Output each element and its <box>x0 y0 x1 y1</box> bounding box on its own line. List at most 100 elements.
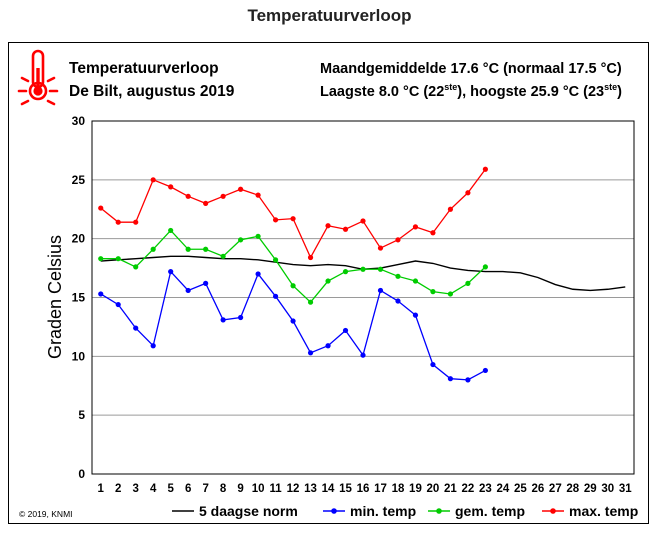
x-tick-label: 12 <box>287 483 300 495</box>
point-max <box>115 219 121 225</box>
point-min <box>482 367 488 374</box>
point-min <box>377 287 384 294</box>
point-avg <box>115 256 121 262</box>
x-tick-label: 31 <box>619 483 632 495</box>
point-min <box>203 280 209 286</box>
point-avg <box>360 266 366 272</box>
legend: 5 daagse norm min. temp gem. temp max. temp <box>172 503 638 519</box>
y-tick-label: 5 <box>78 408 85 422</box>
legend-label-min: min. temp <box>350 503 416 519</box>
x-tick-label: 27 <box>549 483 562 495</box>
point-max <box>255 192 261 198</box>
point-avg <box>325 278 331 284</box>
series-group <box>98 166 626 383</box>
x-tick-label: 26 <box>531 483 544 495</box>
y-tick-label: 15 <box>72 291 86 305</box>
x-tick-label: 15 <box>339 483 352 495</box>
point-max <box>238 186 244 192</box>
point-min <box>395 298 401 304</box>
chart-title: Temperatuurverloop <box>69 60 219 77</box>
point-min <box>238 314 244 321</box>
point-avg <box>255 233 261 239</box>
x-tick-label: 25 <box>514 483 527 495</box>
point-avg <box>185 246 191 252</box>
series-line-norm <box>100 255 626 292</box>
x-tick-label: 21 <box>444 483 457 495</box>
point-max <box>395 237 401 243</box>
y-axis-ticks: 0 5 10 15 20 25 30 <box>72 114 86 481</box>
point-avg <box>203 246 209 252</box>
y-tick-label: 20 <box>72 232 86 246</box>
point-avg <box>447 291 454 297</box>
point-avg <box>342 269 349 275</box>
x-tick-label: 19 <box>409 483 422 495</box>
point-min <box>98 291 104 297</box>
point-max <box>220 193 226 199</box>
point-min <box>150 343 156 349</box>
y-tick-label: 25 <box>72 173 86 187</box>
point-max <box>185 193 191 199</box>
point-avg <box>482 264 488 270</box>
point-max <box>150 177 156 183</box>
point-avg <box>307 299 314 305</box>
legend-marker-min <box>331 508 337 514</box>
point-avg <box>133 264 139 270</box>
x-tick-label: 22 <box>462 483 475 495</box>
point-max <box>465 190 471 196</box>
x-tick-label: 3 <box>133 483 139 495</box>
x-tick-label: 28 <box>566 483 579 495</box>
x-tick-label: 7 <box>202 483 208 495</box>
point-avg <box>412 278 419 284</box>
extremes: Laagste 8.0 °C (22ste), hoogste 25.9 °C … <box>320 82 622 100</box>
x-tick-label: 6 <box>185 483 191 495</box>
monthly-average: Maandgemiddelde 17.6 °C (normaal 17.5 °C… <box>320 61 622 77</box>
gridlines <box>92 179 634 416</box>
point-avg <box>238 237 244 243</box>
x-tick-label: 1 <box>98 483 105 495</box>
x-tick-label: 2 <box>115 483 121 495</box>
point-max <box>133 219 139 225</box>
legend-label-max: max. temp <box>569 503 638 519</box>
x-tick-label: 8 <box>220 483 227 495</box>
legend-marker-avg <box>436 508 442 514</box>
point-max <box>447 206 454 212</box>
x-tick-label: 30 <box>601 483 614 495</box>
x-tick-label: 18 <box>392 483 405 495</box>
point-avg <box>272 257 279 263</box>
point-avg <box>430 289 436 295</box>
series-line-avg <box>100 229 486 304</box>
point-min <box>412 312 419 318</box>
point-min <box>272 293 279 299</box>
point-min <box>115 301 121 308</box>
x-tick-label: 5 <box>167 483 174 495</box>
point-max <box>325 223 331 229</box>
point-max <box>307 254 314 261</box>
point-min <box>255 271 261 277</box>
x-tick-label: 24 <box>496 483 509 495</box>
legend-marker-max <box>550 508 556 514</box>
point-min <box>290 318 296 324</box>
point-max <box>203 200 209 206</box>
point-avg <box>220 253 226 259</box>
x-tick-label: 17 <box>374 483 387 495</box>
point-min <box>360 352 366 358</box>
point-avg <box>465 280 471 286</box>
copyright: © 2019, KNMI <box>19 509 73 519</box>
point-min <box>168 269 174 275</box>
point-min <box>185 287 191 294</box>
point-max <box>272 217 279 223</box>
point-avg <box>395 273 401 279</box>
point-max <box>482 166 488 172</box>
y-tick-label: 10 <box>72 349 86 363</box>
point-max <box>377 245 384 251</box>
y-tick-label: 0 <box>78 467 85 481</box>
chart-panel: Temperatuurverloop De Bilt, augustus 201… <box>8 42 649 524</box>
point-min <box>307 350 314 356</box>
point-max <box>430 230 436 236</box>
x-tick-label: 23 <box>479 483 492 495</box>
x-tick-label: 9 <box>237 483 243 495</box>
point-avg <box>150 246 156 252</box>
legend-label-norm: 5 daagse norm <box>199 503 298 519</box>
x-tick-label: 13 <box>304 483 317 495</box>
x-tick-label: 14 <box>322 483 335 495</box>
